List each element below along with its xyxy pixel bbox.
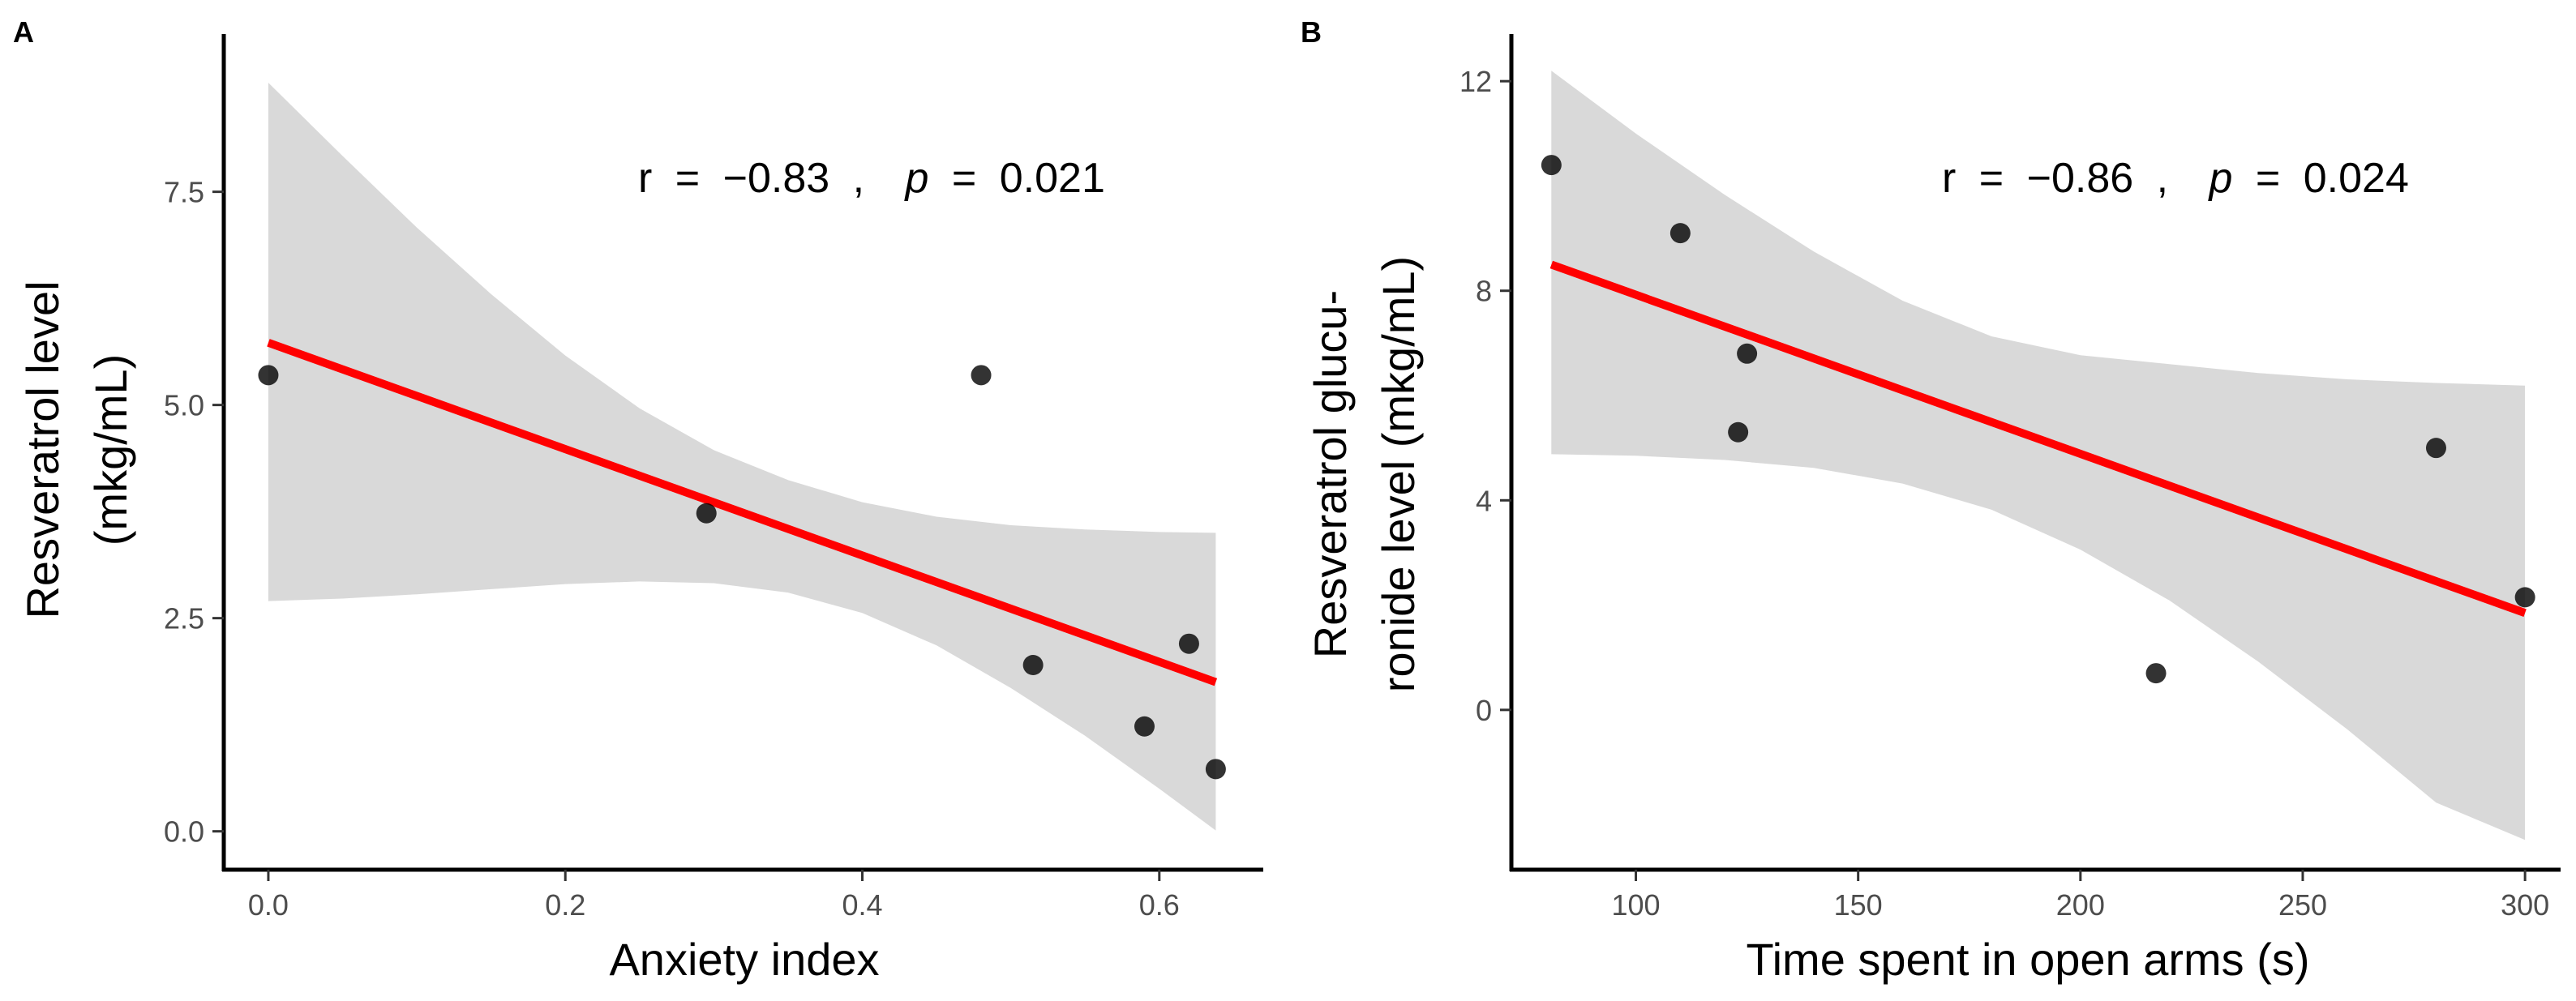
panel-b-y-axis-title-line-2: ronide level (mkg/mL) [1373,256,1424,692]
panel-a-axis-layer: 0.0 0.2 0.4 0.6 0.0 2.5 5.0 7.5 [164,34,1263,922]
panel-b-band-layer [1551,71,2526,841]
panel-a-p-value: 0.021 [1000,155,1105,202]
panel-b-y-tick-label-1: 0 [1476,694,1492,727]
panel-b-data-point-7 [2514,587,2535,608]
panel-a-x-tick-label-1: 0.0 [248,888,289,922]
panel-label-b: B [1301,15,1322,49]
panel-a-data-point-6 [1178,633,1199,654]
panel-a-y-tick-label-4: 7.5 [164,176,204,209]
panel-a-p-label: p [904,155,929,202]
panel-b-data-point-5 [2145,663,2167,684]
panel-label-a: A [13,15,34,49]
panel-a-y-axis-title-line-2: (mkg/mL) [85,354,136,545]
panel-b-axis-layer: 100 150 200 250 300 0 4 8 12 [1459,34,2561,922]
panel-a-y-tick-label-2: 2.5 [164,602,204,635]
panel-b-r-equals: = [1979,155,2004,202]
panel-b-confidence-band [1551,71,2526,841]
panel-a-data-point-5 [1134,716,1155,737]
panel-a: A 0.0 0.2 0.4 0.6 0.0 2.5 5.0 7.5 r = −0.83 , p… [13,15,1263,985]
panel-a-y-tick-label-3: 5.0 [164,389,204,422]
panel-b-data-point-3 [1737,343,1758,364]
panel-b-x-tick-label-3: 200 [2056,888,2105,922]
panel-a-data-point-7 [1205,759,1226,780]
panel-a-data-point-2 [696,503,717,524]
panel-a-point-layer [258,365,1226,780]
panel-b-r-value: −0.86 [2027,155,2134,202]
panel-a-stat-annotation: r = −0.83 , p = 0.021 [638,155,1105,202]
panel-a-r-value: −0.83 [723,155,830,202]
panel-b-y-axis-title-line-1: Resveratrol glucu- [1305,290,1356,658]
panel-b-x-tick-label-4: 250 [2278,888,2327,922]
panel-a-data-point-1 [258,365,279,386]
panel-a-x-tick-label-2: 0.2 [545,888,585,922]
panel-b-data-point-6 [2425,438,2446,459]
panel-b-x-tick-label-2: 150 [1834,888,1883,922]
panel-a-regression-line [267,339,1218,687]
panel-a-data-point-3 [971,365,992,386]
panel-b-p-value: 0.024 [2304,155,2409,202]
panel-b-y-tick-label-3: 8 [1476,275,1492,308]
panel-b: B 100 150 200 250 300 0 4 8 12 r = −0.86 , p = 0… [1301,15,2561,985]
panel-b-x-axis-title: Time spent in open arms (s) [1746,934,2309,985]
panel-a-y-axis-title: Resveratrol level (mkg/mL) [17,280,136,618]
panel-b-data-point-2 [1669,223,1691,244]
panel-b-y-axis-title: Resveratrol glucu- ronide level (mkg/mL) [1305,256,1424,692]
panel-a-band-layer [268,83,1216,831]
panel-b-x-tick-label-5: 300 [2501,888,2549,922]
panel-a-r-equals: = [675,155,700,202]
panel-b-stat-annotation: r = −0.86 , p = 0.024 [1942,155,2409,202]
panel-a-fit-layer [267,339,1218,687]
panel-b-regression-line [1549,260,2527,617]
panel-a-stat-comma: , [853,155,864,202]
panel-a-confidence-band [268,83,1216,831]
panel-b-data-point-1 [1541,155,1562,176]
panel-a-r-label: r [638,155,652,202]
panel-a-y-tick-label-1: 0.0 [164,815,204,849]
panel-a-x-tick-label-3: 0.4 [842,888,882,922]
panel-b-point-layer [1541,155,2535,684]
panel-b-y-tick-label-4: 12 [1459,65,1492,98]
panel-a-data-point-4 [1022,655,1044,676]
panel-a-y-axis-title-line-1: Resveratrol level [17,280,68,618]
panel-b-fit-layer [1549,260,2527,617]
panel-b-p-equals: = [2256,155,2280,202]
panel-a-p-equals: = [952,155,976,202]
panel-b-r-label: r [1942,155,1956,202]
panel-b-stat-comma: , [2157,155,2168,202]
panel-b-x-tick-label-1: 100 [1611,888,1660,922]
panel-b-p-label: p [2208,155,2233,202]
panel-b-data-point-4 [1728,421,1749,443]
panel-a-x-tick-label-4: 0.6 [1139,888,1180,922]
panel-a-x-axis-title: Anxiety index [609,934,879,985]
panel-b-y-tick-label-2: 4 [1476,484,1492,517]
